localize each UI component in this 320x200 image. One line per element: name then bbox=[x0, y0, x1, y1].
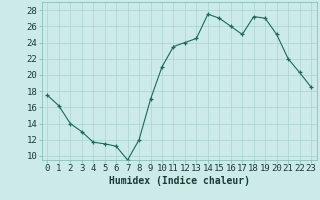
X-axis label: Humidex (Indice chaleur): Humidex (Indice chaleur) bbox=[109, 176, 250, 186]
